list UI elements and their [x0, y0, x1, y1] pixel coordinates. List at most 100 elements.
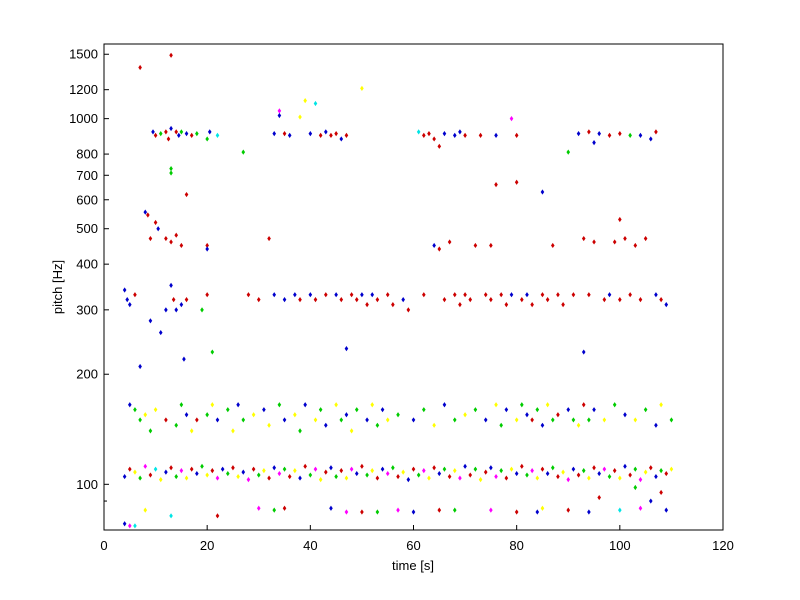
data-point — [422, 468, 426, 474]
data-point — [494, 473, 498, 480]
data-point — [452, 507, 457, 513]
data-point — [318, 407, 323, 413]
data-point — [360, 292, 364, 298]
data-point — [195, 131, 199, 137]
data-point — [540, 505, 545, 511]
data-point — [205, 472, 209, 478]
data-point — [125, 296, 130, 303]
data-point — [354, 407, 359, 413]
data-point — [468, 472, 473, 478]
data-point — [561, 302, 565, 308]
data-point — [169, 239, 173, 245]
data-point — [489, 296, 493, 303]
data-point — [189, 132, 194, 138]
data-point — [643, 407, 648, 413]
data-point — [587, 417, 591, 423]
data-point — [287, 132, 292, 138]
data-point — [169, 166, 173, 172]
data-point — [618, 296, 622, 303]
data-point — [375, 475, 380, 481]
data-point — [442, 402, 447, 408]
data-point — [581, 235, 586, 242]
data-point — [587, 292, 591, 298]
data-point — [200, 307, 204, 313]
data-point — [195, 417, 199, 423]
data-point — [231, 465, 235, 471]
data-point — [525, 472, 529, 478]
data-point — [251, 466, 256, 472]
data-point — [597, 131, 601, 137]
data-point — [308, 131, 313, 137]
data-point — [514, 132, 519, 138]
data-point — [164, 469, 168, 475]
data-point — [396, 473, 400, 480]
data-point — [592, 465, 596, 471]
data-point — [256, 296, 261, 303]
data-point — [360, 463, 364, 469]
data-point — [226, 407, 230, 413]
data-point — [267, 235, 271, 242]
data-point — [236, 402, 240, 408]
data-point — [277, 108, 282, 114]
data-point — [215, 475, 220, 481]
data-point — [556, 292, 560, 298]
data-point — [520, 296, 524, 303]
data-point — [597, 494, 601, 501]
x-axis-ticks: 0 20 40 60 80 100 120 — [100, 525, 734, 553]
data-point — [442, 131, 447, 137]
data-point — [633, 417, 638, 423]
data-point — [571, 417, 576, 423]
data-point — [612, 402, 617, 408]
data-point — [215, 132, 220, 138]
data-point — [427, 131, 431, 137]
data-point — [151, 129, 155, 135]
data-point — [370, 292, 375, 298]
data-point — [437, 507, 442, 513]
data-point — [207, 129, 212, 135]
data-point — [272, 507, 277, 513]
data-point — [127, 466, 132, 472]
data-point — [241, 469, 246, 475]
data-point — [463, 412, 467, 418]
data-point — [127, 523, 132, 529]
data-point — [282, 131, 287, 137]
data-point — [298, 114, 302, 120]
data-point — [318, 477, 323, 483]
data-point — [566, 507, 571, 513]
data-point — [576, 472, 581, 478]
data-point — [303, 98, 307, 104]
data-point — [566, 477, 571, 483]
data-point — [184, 131, 189, 137]
data-point — [648, 498, 653, 504]
data-point — [329, 465, 333, 471]
data-point — [618, 216, 622, 223]
data-point — [659, 296, 663, 303]
data-point — [458, 475, 462, 481]
data-point — [669, 417, 674, 423]
x-tick-label: 20 — [200, 538, 214, 553]
data-point — [504, 475, 509, 481]
data-point — [267, 475, 271, 481]
data-point — [581, 402, 586, 408]
data-point — [143, 463, 148, 469]
data-point — [313, 417, 318, 423]
data-point — [489, 507, 493, 513]
data-point — [659, 489, 663, 496]
data-point — [308, 472, 313, 478]
data-point — [576, 422, 581, 428]
data-point — [669, 466, 674, 472]
data-point — [447, 239, 452, 245]
data-point — [303, 463, 307, 469]
data-point — [184, 296, 189, 303]
data-point — [597, 470, 601, 477]
data-point — [176, 132, 181, 138]
data-point — [432, 422, 436, 428]
data-point — [375, 509, 380, 515]
data-point — [303, 402, 307, 408]
data-point — [349, 428, 354, 434]
data-point — [525, 292, 529, 298]
data-point — [148, 235, 153, 242]
data-point — [416, 129, 421, 135]
data-point — [143, 209, 148, 215]
